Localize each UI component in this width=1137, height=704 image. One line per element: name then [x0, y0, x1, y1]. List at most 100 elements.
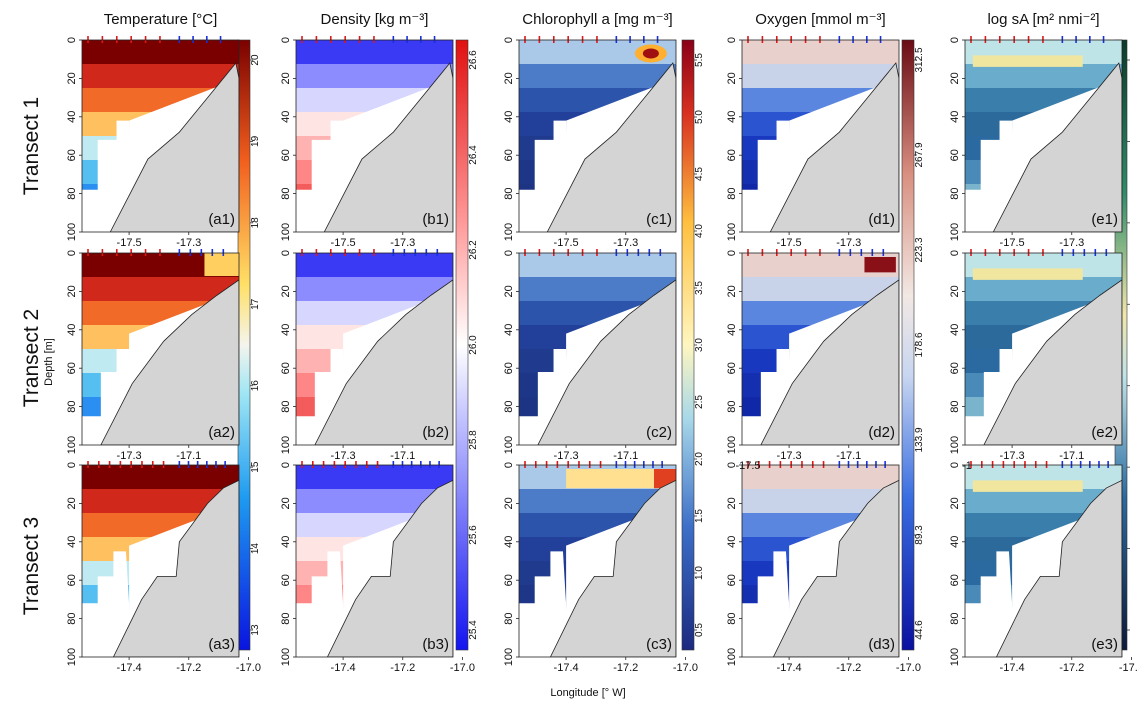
lon-tick: -17.1	[836, 450, 861, 462]
depth-tick: 60	[949, 362, 961, 374]
colorbar-label-density-1: 26.4	[468, 145, 479, 165]
colorbar-label-temperature-3: 17	[250, 298, 261, 310]
lon-tick: -17.3	[777, 450, 802, 462]
column-title-sa: log sA [m² nmi⁻²]	[987, 11, 1099, 28]
depth-tick: 80	[66, 612, 78, 624]
panel-label: (a3)	[208, 636, 235, 653]
lon-tick-edge-d2: -17.5	[735, 460, 760, 472]
panel-temperature-3: (a3) 0 20 40 60 80 100 -17.4 -17.2 -17.0	[66, 461, 261, 674]
column-title-chlorophyll: Chlorophyll a [mg m⁻³]	[522, 11, 672, 28]
depth-tick: 0	[66, 462, 78, 468]
colorbar-temperature	[237, 39, 251, 651]
depth-tick: 40	[726, 111, 738, 123]
depth-tick: 80	[949, 187, 961, 199]
panel-density-1: (b1) 0 20 40 60 80 100 -17.5 -17.3	[280, 36, 454, 249]
depth-tick: 100	[280, 223, 292, 241]
panel-label: (c2)	[646, 424, 672, 441]
colorbar-label-chlorophyll-6: 2.5	[694, 395, 705, 409]
panel-density-2: (b2) 0 20 40 60 80 100 -17.3 -17.1	[280, 249, 454, 462]
depth-tick: 80	[503, 400, 515, 412]
colorbar-density	[455, 39, 469, 651]
seabed-oxygen-2	[760, 279, 899, 445]
depth-tick: 20	[503, 285, 515, 297]
panel-sa-2: (e2) 0 20 40 60 80 100 -17.3 -17.1	[949, 249, 1123, 462]
depth-tick: 0	[280, 250, 292, 256]
depth-tick: 0	[503, 462, 515, 468]
depth-tick: 100	[949, 648, 961, 666]
row-label-3: Transect 3	[20, 517, 43, 615]
depth-tick: 20	[280, 497, 292, 509]
depth-tick: 20	[726, 497, 738, 509]
lon-tick: -17.0	[236, 662, 261, 674]
depth-tick: 20	[949, 72, 961, 84]
column-title-temperature: Temperature [°C]	[104, 11, 218, 28]
depth-tick: 40	[66, 111, 78, 123]
column-title-oxygen: Oxygen [mmol m⁻³]	[755, 11, 885, 28]
seabed-oxygen-3	[772, 479, 899, 657]
panel-label: (b1)	[422, 211, 449, 228]
lon-tick: -17.3	[390, 237, 415, 249]
lon-tick: -17.5	[777, 237, 802, 249]
lon-tick: -17.2	[390, 662, 415, 674]
colorbar-label-oxygen-4: 133.9	[914, 427, 925, 452]
depth-tick: 40	[66, 324, 78, 336]
panel-label: (a1)	[208, 211, 235, 228]
lon-tick: -17.2	[613, 662, 638, 674]
depth-tick: 0	[726, 250, 738, 256]
depth-tick: 60	[726, 149, 738, 161]
depth-tick: 40	[949, 324, 961, 336]
depth-tick: 80	[503, 612, 515, 624]
seabed-sa-2	[983, 279, 1122, 445]
panel-oxygen-2: (d2) 0 20 40 60 80 100 -17.3 -17.1	[726, 249, 900, 462]
depth-tick: 100	[726, 223, 738, 241]
depth-tick: 0	[280, 462, 292, 468]
colorbar-label-density-5: 25.6	[468, 525, 479, 545]
x-axis-label: Longitude [° W]	[550, 687, 625, 699]
colorbar-label-chlorophyll-1: 5.0	[694, 110, 705, 124]
depth-tick: 80	[726, 612, 738, 624]
y-axis-label: Depth [m]	[43, 338, 55, 386]
depth-tick: 20	[503, 497, 515, 509]
colorbar-label-chlorophyll-4: 3.5	[694, 281, 705, 295]
depth-tick: 80	[949, 612, 961, 624]
depth-tick: 0	[503, 250, 515, 256]
lon-tick: -17.2	[1059, 662, 1084, 674]
depth-tick: 40	[280, 111, 292, 123]
lon-tick: -17.2	[176, 662, 201, 674]
seabed-density-1	[323, 62, 453, 232]
colorbar-label-chlorophyll-9: 1.0	[694, 566, 705, 580]
panel-density-3: (b3) 0 20 40 60 80 100 -17.4 -17.2 -17.0	[280, 461, 475, 674]
panel-sa-1: (e1) 0 20 40 60 80 100 -17.5 -17.3	[949, 36, 1123, 249]
depth-tick: 100	[503, 436, 515, 454]
depth-tick: 100	[66, 648, 78, 666]
colorbar-label-chlorophyll-2: 4.5	[694, 167, 705, 181]
depth-tick: 20	[66, 285, 78, 297]
lon-tick: -17.2	[836, 662, 861, 674]
colorbar-label-oxygen-0: 312.5	[914, 47, 925, 72]
depth-tick: 100	[949, 436, 961, 454]
depth-tick: 40	[503, 324, 515, 336]
depth-tick: 60	[280, 574, 292, 586]
panel-temperature-2: (a2) 0 20 40 60 80 100 -17.3 -17.1	[66, 249, 240, 462]
lon-tick-edge-e2: -1	[962, 460, 972, 472]
panel-chlorophyll-2: (c2) 0 20 40 60 80 100 -17.3 -17.1	[503, 249, 677, 462]
panel-temperature-1: (a1) 0 20 40 60 80 100 -17.5 -17.3	[66, 36, 240, 249]
colorbar-chlorophyll	[681, 39, 695, 651]
seabed-temperature-1	[109, 62, 239, 232]
panel-label: (d3)	[868, 636, 895, 653]
lon-tick: -17.0	[896, 662, 921, 674]
depth-tick: 60	[66, 362, 78, 374]
lon-tick: -17.3	[554, 450, 579, 462]
depth-tick: 40	[503, 536, 515, 548]
panels-layer: Temperature [°C] 20 19 18 17 16 15 14 13 (a1) 0 20 4…	[20, 11, 1137, 699]
seabed-chlorophyll-1	[546, 62, 676, 232]
colorbar-label-oxygen-6: 44.6	[914, 620, 925, 640]
colorbar-label-oxygen-5: 89.3	[914, 525, 925, 545]
depth-tick: 80	[280, 187, 292, 199]
depth-tick: 20	[726, 285, 738, 297]
colorbar-label-density-2: 26.2	[468, 240, 479, 260]
depth-tick: 0	[726, 462, 738, 468]
lon-tick: -17.5	[554, 237, 579, 249]
colorbar-oxygen	[901, 39, 915, 651]
